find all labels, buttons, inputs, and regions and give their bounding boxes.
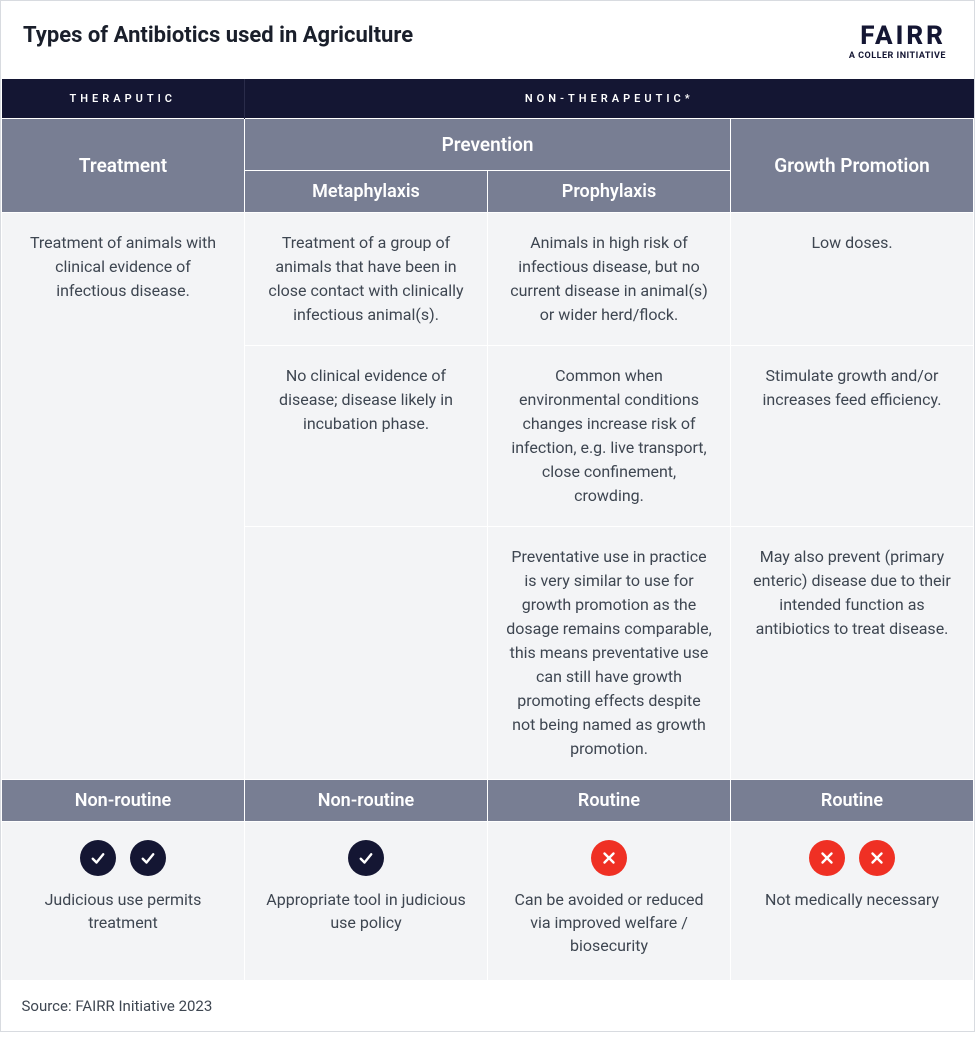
- cell-treatment-desc: Treatment of animals with clinical evide…: [2, 213, 245, 780]
- icon-row-c4: [747, 840, 957, 876]
- cell-proph-r2: Common when environmental conditions cha…: [488, 346, 731, 527]
- source-row: Source: FAIRR Initiative 2023: [2, 980, 974, 1031]
- routine-c4: Routine: [731, 780, 974, 822]
- verdict-c2: Appropriate tool in judicious use policy: [245, 822, 488, 981]
- cell-meta-r3: [245, 527, 488, 780]
- icon-row-c1: [18, 840, 228, 876]
- verdict-row: Judicious use permits treatment Appropri…: [2, 822, 974, 981]
- body-row-1: Treatment of animals with clinical evide…: [2, 213, 974, 346]
- verdict-text-c4: Not medically necessary: [747, 888, 957, 911]
- cell-proph-r1: Animals in high risk of infectious disea…: [488, 213, 731, 346]
- verdict-c3: Can be avoided or reduced via improved w…: [488, 822, 731, 981]
- category-therapeutic: THERAPUTIC: [2, 79, 245, 119]
- logo-main-text: FAIRR: [849, 23, 946, 49]
- antibiotics-table: THERAPUTIC NON-THERAPEUTIC* Treatment Pr…: [1, 79, 974, 1031]
- category-row: THERAPUTIC NON-THERAPEUTIC*: [2, 79, 974, 119]
- category-non-therapeutic: NON-THERAPEUTIC*: [245, 79, 974, 119]
- page-title: Types of Antibiotics used in Agriculture: [23, 23, 413, 48]
- cross-icon: [809, 840, 845, 876]
- check-icon: [130, 840, 166, 876]
- logo-sub-text: A COLLER INITIATIVE: [849, 51, 946, 61]
- verdict-c4: Not medically necessary: [731, 822, 974, 981]
- fairr-logo: FAIRR A COLLER INITIATIVE: [849, 23, 946, 61]
- cell-meta-r1: Treatment of a group of animals that hav…: [245, 213, 488, 346]
- routine-c1: Non-routine: [2, 780, 245, 822]
- verdict-text-c1: Judicious use permits treatment: [18, 888, 228, 934]
- routine-c3: Routine: [488, 780, 731, 822]
- cell-growth-r2: Stimulate growth and/or increases feed e…: [731, 346, 974, 527]
- col-prevention: Prevention: [245, 119, 731, 171]
- header-row-1: Treatment Prevention Growth Promotion: [2, 119, 974, 171]
- routine-row: Non-routine Non-routine Routine Routine: [2, 780, 974, 822]
- verdict-text-c2: Appropriate tool in judicious use policy: [261, 888, 471, 934]
- check-icon: [348, 840, 384, 876]
- cell-proph-r3: Preventative use in practice is very sim…: [488, 527, 731, 780]
- routine-c2: Non-routine: [245, 780, 488, 822]
- cross-icon: [591, 840, 627, 876]
- col-metaphylaxis: Metaphylaxis: [245, 171, 488, 213]
- verdict-c1: Judicious use permits treatment: [2, 822, 245, 981]
- icon-row-c3: [504, 840, 714, 876]
- cell-growth-r3: May also prevent (primary enteric) disea…: [731, 527, 974, 780]
- col-treatment: Treatment: [2, 119, 245, 213]
- table-container: Types of Antibiotics used in Agriculture…: [0, 0, 975, 1032]
- source-text: Source: FAIRR Initiative 2023: [2, 980, 974, 1031]
- cell-meta-r2: No clinical evidence of disease; disease…: [245, 346, 488, 527]
- verdict-text-c3: Can be avoided or reduced via improved w…: [504, 888, 714, 958]
- icon-row-c2: [261, 840, 471, 876]
- col-growth: Growth Promotion: [731, 119, 974, 213]
- header-bar: Types of Antibiotics used in Agriculture…: [1, 1, 974, 79]
- col-prophylaxis: Prophylaxis: [488, 171, 731, 213]
- cell-growth-r1: Low doses.: [731, 213, 974, 346]
- check-icon: [80, 840, 116, 876]
- cross-icon: [859, 840, 895, 876]
